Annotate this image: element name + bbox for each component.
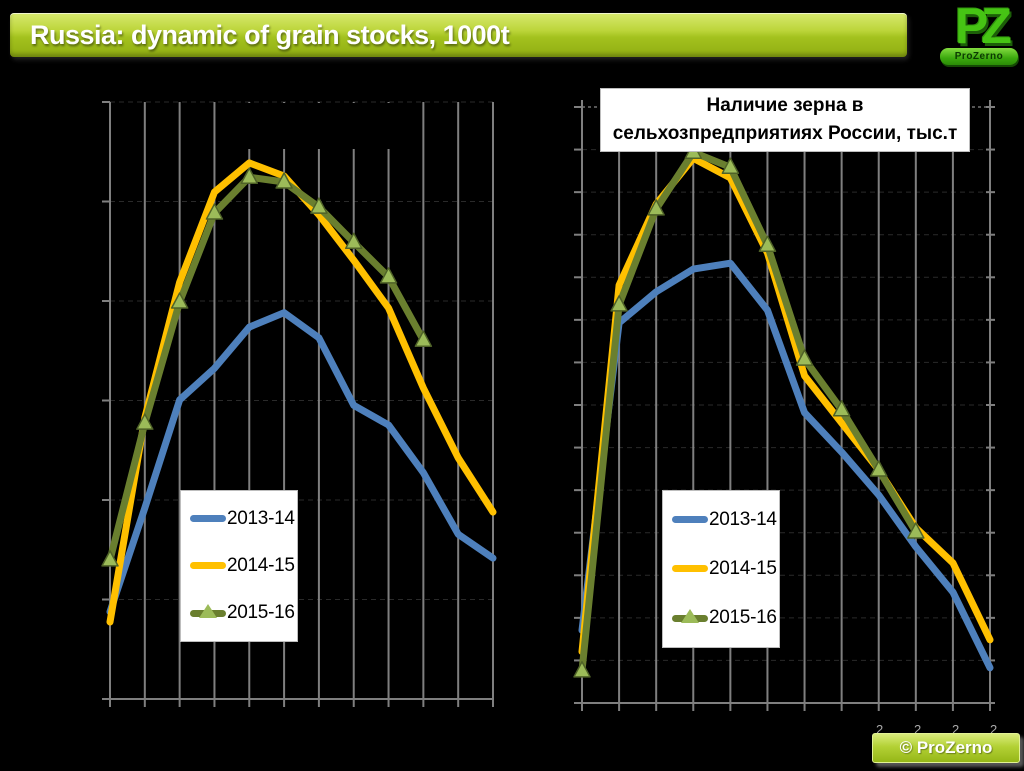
prozerno-logo-name: ProZerno: [954, 51, 1004, 62]
legend-label: 2013-14: [709, 508, 777, 530]
legend-label: 2015-16: [709, 607, 777, 629]
copyright-badge-label: © ProZerno: [899, 738, 993, 757]
line-swatch-blue-icon: [190, 515, 226, 523]
legend-label: 2014-15: [227, 554, 295, 576]
legend-label: 2014-15: [709, 557, 777, 579]
line-swatch-yellow-icon: [190, 562, 226, 570]
legend-item-2013-14: 2013-14: [190, 508, 297, 530]
right-chart-title-line2: сельхозпредприятиях России, тыс.т: [612, 123, 958, 144]
left-chart-legend: 2013-14 2014-15 2015-16: [180, 490, 298, 642]
legend-item-2014-15: 2014-15: [190, 555, 297, 577]
prozerno-logo: PZ ProZerno: [936, 0, 1024, 72]
axis-label-fragment: 2: [914, 722, 922, 737]
legend-item-2015-16: 2015-16: [672, 607, 779, 629]
legend-label: 2013-14: [227, 507, 295, 529]
right-chart-title-box: Наличие зерна в сельхозпредприятиях Росс…: [600, 88, 970, 152]
line-swatch-blue-icon: [672, 516, 708, 524]
legend-item-2015-16: 2015-16: [190, 602, 297, 624]
copyright-badge: © ProZerno: [872, 733, 1020, 763]
right-chart-legend: 2013-14 2014-15 2015-16: [662, 490, 780, 648]
axis-label-fragment: 2: [952, 722, 960, 737]
header-bar: Russia: dynamic of grain stocks, 1000t: [10, 13, 907, 57]
legend-label: 2015-16: [227, 602, 295, 624]
prozerno-logo-bar: ProZerno: [940, 48, 1018, 65]
legend-item-2013-14: 2013-14: [672, 509, 779, 531]
legend-item-2014-15: 2014-15: [672, 558, 779, 580]
axis-label-fragment: 2: [876, 722, 884, 737]
right-chart-title-line1: Наличие зерна в: [706, 95, 864, 116]
axis-label-fragment: 2: [990, 722, 998, 737]
page-title: Russia: dynamic of grain stocks, 1000t: [30, 19, 510, 50]
line-triangle-swatch-olive-icon: [190, 603, 226, 618]
prozerno-logo-icon: PZ: [955, 0, 1012, 54]
line-swatch-yellow-icon: [672, 565, 708, 573]
line-triangle-swatch-olive-icon: [672, 608, 708, 623]
